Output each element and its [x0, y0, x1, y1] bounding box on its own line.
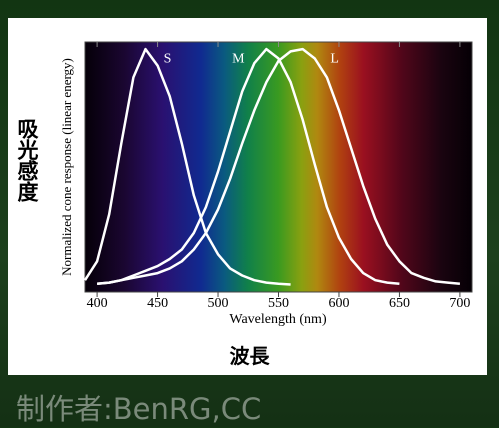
x-tick-label: 650	[389, 296, 410, 311]
x-tick-label: 400	[87, 296, 108, 311]
x-tick-label: 700	[449, 296, 470, 311]
x-tick-label: 500	[208, 296, 229, 311]
x-tick-label: 600	[328, 296, 349, 311]
legend-label: S	[164, 51, 172, 66]
curve	[96, 47, 461, 285]
plot-area	[84, 41, 473, 293]
x-tick-label: 550	[268, 296, 289, 311]
curve	[83, 47, 291, 286]
legend-label: M	[232, 51, 245, 66]
credit: 制作者:BenRG,CC	[16, 392, 262, 426]
curve	[96, 47, 400, 285]
x-axis-label: Wavelength (nm)	[229, 312, 327, 327]
y-title: 吸光感度	[15, 118, 39, 202]
x-title: 波長	[229, 344, 270, 368]
x-tick-label: 450	[147, 296, 168, 311]
legend-label: L	[330, 51, 339, 66]
y-axis-label: Normalized cone response (linear energy)	[59, 58, 74, 276]
